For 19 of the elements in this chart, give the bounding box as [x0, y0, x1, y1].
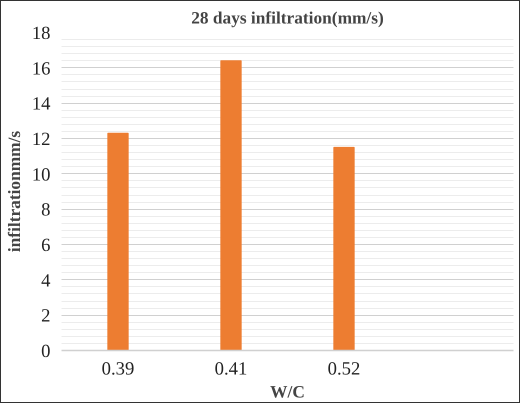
x-tick-label: 0.41 — [214, 358, 248, 380]
bar — [333, 146, 355, 350]
y-tick-label: 4 — [41, 270, 52, 292]
bar — [220, 60, 242, 350]
x-tick-label: 0.52 — [328, 358, 360, 380]
y-tick-label: 18 — [32, 23, 50, 44]
y-tick-label: 2 — [41, 306, 50, 327]
y-tick-label: 10 — [32, 164, 50, 186]
bar — [107, 132, 129, 350]
y-axis-title: infiltrationmm/s — [4, 130, 24, 252]
x-tick-label: 0.39 — [102, 358, 134, 380]
y-tick-label: 14 — [32, 94, 52, 115]
chart-title: 28 days infiltration(mm/s) — [191, 8, 384, 28]
y-tick-label: 16 — [32, 58, 50, 80]
y-tick-label: 12 — [32, 129, 50, 150]
x-axis-title: W/C — [270, 382, 305, 402]
y-tick-label: 6 — [41, 235, 50, 256]
y-tick-label: 8 — [41, 200, 50, 221]
y-tick-label: 0 — [41, 341, 50, 362]
